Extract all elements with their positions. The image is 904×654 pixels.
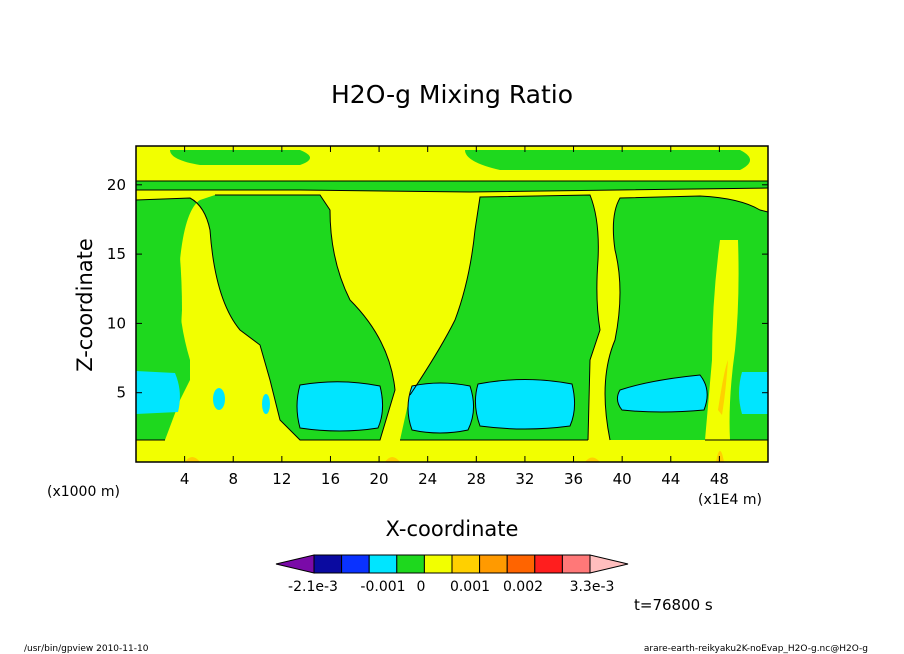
field-cyan-6 <box>475 379 575 429</box>
colorbar-swatch <box>451 554 481 574</box>
field-orange-3 <box>585 457 600 462</box>
contour-field <box>136 146 768 462</box>
colorbar-swatch <box>561 554 591 574</box>
field-cyan-3 <box>262 394 270 414</box>
contour-line-green-middle <box>409 194 601 441</box>
field-cyan-4 <box>297 381 383 431</box>
contour-line-cyan-4 <box>296 381 384 432</box>
footer-right: arare-earth-reikyaku2K-noEvap_H2O-g.nc@H… <box>644 644 868 654</box>
x-tick-label: 16 <box>321 470 340 488</box>
time-label: t=76800 s <box>634 596 713 614</box>
field-cyan-2 <box>213 388 225 410</box>
field-orange-1 <box>185 457 200 462</box>
y-tick-label: 10 <box>107 314 126 332</box>
contour-line-green-right <box>604 195 768 441</box>
x-tick-label: 20 <box>370 470 389 488</box>
field-cyan-5 <box>408 383 474 433</box>
colorbar-swatch <box>396 554 425 574</box>
field-top-green-strip-2 <box>465 150 750 170</box>
colorbar-label: 3.3e-3 <box>570 579 615 595</box>
footer-left: /usr/bin/gpview 2010-11-10 <box>24 644 149 654</box>
y-tick-label: 15 <box>107 245 126 263</box>
x-tick-label: 12 <box>272 470 291 488</box>
colorbar-label: 0 <box>417 579 426 595</box>
field-green-left <box>136 195 395 440</box>
field-green-right <box>605 196 768 440</box>
colorbar-swatch <box>479 554 508 574</box>
colorbar-swatch <box>534 554 563 574</box>
contour-line-upper <box>136 180 768 193</box>
x-tick-label: 28 <box>467 470 486 488</box>
field-upper-green-band <box>136 181 768 192</box>
x-tick-label: 44 <box>661 470 680 488</box>
colorbar-label: -2.1e-3 <box>288 579 338 595</box>
x-tick-label: 48 <box>710 470 729 488</box>
colorbar-swatch <box>506 554 536 574</box>
field-orange-4 <box>716 451 724 462</box>
contour-line-cyan-5 <box>407 382 474 434</box>
x-tick-label: 36 <box>564 470 583 488</box>
chart-title: H2O-g Mixing Ratio <box>331 80 573 109</box>
x-axis-label: X-coordinate <box>386 517 519 541</box>
colorbar-swatch <box>341 554 370 574</box>
y-axis-label: Z-coordinate <box>73 238 97 372</box>
x-axis: 4 8 12 16 20 24 28 32 36 40 44 48 <box>180 146 729 488</box>
field-green-left-column <box>136 212 182 380</box>
x-unit-right-label: (x1E4 m) <box>698 492 762 508</box>
field-green-middle <box>400 195 600 440</box>
contour-line-green-left <box>136 194 396 441</box>
colorbar-low-arrow <box>275 554 315 574</box>
colorbar-label: 0.001 <box>450 579 490 595</box>
colorbar-swatch <box>313 554 343 574</box>
y-tick-label: 20 <box>107 176 126 194</box>
colorbar-label: -0.001 <box>360 579 405 595</box>
colorbar: -2.1e-3 -0.001 0 0.001 0.002 3.3e-3 <box>275 554 629 595</box>
y-tick-label: 5 <box>116 384 126 402</box>
contour-lines <box>136 180 768 441</box>
contour-line-cyan-6 <box>474 379 576 430</box>
colorbar-swatch <box>423 554 453 574</box>
x-tick-label: 4 <box>180 470 190 488</box>
plot-frame <box>135 145 769 463</box>
field-orange-2 <box>385 457 400 462</box>
y-axis: 5 10 15 20 <box>107 176 768 402</box>
field-cyan-8 <box>739 372 768 414</box>
field-top-green-strip <box>170 150 310 165</box>
field-cyan-1 <box>136 371 180 414</box>
colorbar-high-arrow <box>589 554 629 574</box>
field-cyan-7 <box>617 375 708 412</box>
colorbar-label: 0.002 <box>503 579 543 595</box>
x-tick-label: 24 <box>418 470 437 488</box>
x-tick-label: 40 <box>613 470 632 488</box>
field-orange-5 <box>718 360 728 415</box>
x-tick-label: 32 <box>515 470 534 488</box>
contour-line-cyan-7 <box>616 374 708 413</box>
colorbar-swatch <box>368 554 398 574</box>
x-unit-left-label: (x1000 m) <box>47 484 120 500</box>
x-tick-label: 8 <box>228 470 238 488</box>
